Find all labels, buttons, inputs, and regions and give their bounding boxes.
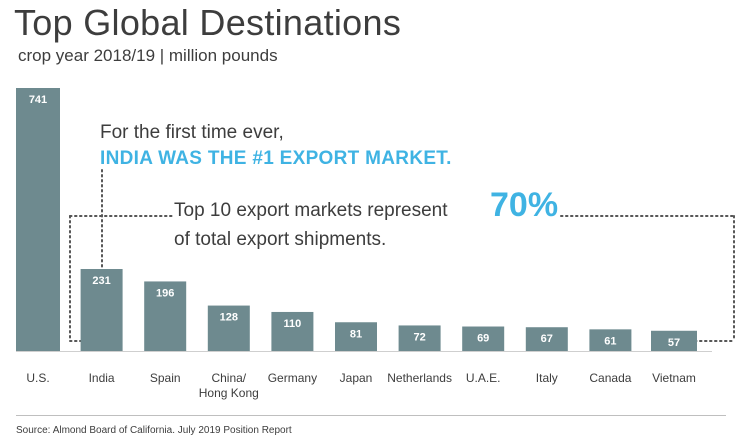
bar-7	[462, 326, 505, 351]
category-label: Netherlands	[387, 371, 452, 385]
bar-8	[525, 327, 568, 351]
category-label: U.A.E.	[466, 371, 501, 385]
source-note: Source: Almond Board of California. July…	[16, 425, 292, 436]
category-label: India	[89, 371, 115, 385]
data-label: 81	[350, 328, 362, 340]
bar-6	[398, 325, 441, 351]
category-label: Spain	[150, 371, 181, 385]
category-label: Hong Kong	[199, 386, 259, 400]
data-label: 67	[541, 333, 553, 345]
annotation-highlight: INDIA WAS THE #1 EXPORT MARKET.	[100, 148, 452, 169]
category-label: Japan	[340, 371, 373, 385]
data-label: 196	[156, 287, 174, 299]
footer-divider	[16, 415, 726, 416]
category-label: Vietnam	[652, 371, 696, 385]
annotation-percent: 70%	[488, 186, 561, 225]
category-label: China/	[211, 371, 246, 385]
bar-0	[16, 88, 60, 351]
chart-title: Top Global Destinations	[14, 2, 402, 43]
data-label: 72	[413, 331, 425, 343]
bar-3	[207, 305, 250, 351]
data-label: 69	[477, 333, 489, 345]
category-label: Canada	[589, 371, 631, 385]
bar-5	[335, 322, 377, 351]
bar-2	[144, 281, 187, 351]
data-label: 110	[284, 318, 302, 330]
data-label: 231	[92, 275, 110, 287]
annotation-line-3: Top 10 export markets represent	[174, 200, 452, 222]
data-label: 57	[668, 337, 680, 349]
category-label: U.S.	[26, 371, 49, 385]
annotation-line-4: of total export shipments.	[174, 229, 387, 250]
category-label: Germany	[268, 371, 317, 385]
data-label: 61	[604, 335, 616, 347]
data-label: 128	[220, 312, 238, 324]
category-label: Italy	[536, 371, 558, 385]
bar-10	[651, 330, 697, 351]
chart-subtitle: crop year 2018/19 | million pounds	[18, 46, 278, 65]
data-label: 741	[29, 94, 47, 106]
bar-4	[271, 311, 314, 351]
bar-9	[589, 329, 632, 351]
bar-1	[80, 269, 123, 351]
annotation-line-1: For the first time ever,	[100, 122, 284, 143]
